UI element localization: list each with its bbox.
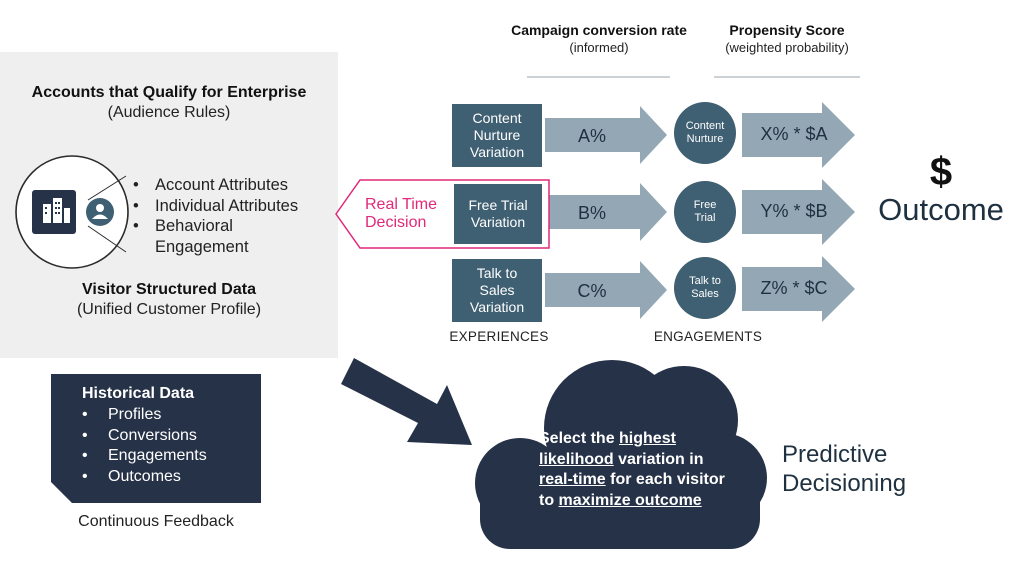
cloud-text: Select the: [539, 430, 620, 447]
user-profile-icon: [86, 198, 114, 226]
engagements-label: ENGAGEMENTS: [653, 329, 763, 344]
enterprise-building-icon: [32, 190, 76, 234]
profile-subtitle: (Unified Customer Profile): [76, 301, 262, 318]
cloud-text: variation in: [613, 450, 704, 468]
real-time-decision-label: Real Time Decision: [365, 196, 437, 232]
cloud-emphasis: likelihood: [539, 450, 614, 468]
engagement-line: Content: [685, 120, 725, 132]
score-arrow-x: [742, 102, 855, 168]
historical-title: Historical Data: [82, 385, 195, 402]
rate-arrow-b: [545, 183, 667, 241]
experience-line: Variation: [470, 214, 526, 230]
experience-free-trial: Free Trial Variation: [454, 184, 542, 244]
propensity-subheader: (weighted probability): [725, 40, 849, 55]
historical-item: Profiles: [82, 405, 252, 426]
engagement-line: Sales: [691, 288, 719, 300]
engagement-content-nurture: Content Nurture: [674, 102, 736, 164]
profile-connector-bottom: [87, 225, 127, 253]
experience-line: Free Trial: [468, 197, 528, 213]
experience-line: Content: [472, 110, 522, 126]
predictive-decisioning-label: Predictive Decisioning: [782, 440, 906, 498]
rate-label-b: B%: [577, 203, 606, 223]
historical-item: Engagements: [82, 446, 252, 467]
attribute-item: Individual Attributes: [133, 196, 333, 217]
conversion-subheader: (informed): [569, 40, 629, 55]
experience-line: Nurture: [473, 127, 521, 143]
engagement-line: Nurture: [686, 133, 724, 145]
historical-item: Outcomes: [82, 467, 252, 488]
historical-list: Profiles Conversions Engagements Outcome…: [82, 405, 252, 487]
engagement-line: Trial: [694, 212, 716, 224]
attribute-list: Account Attributes Individual Attributes…: [133, 175, 333, 257]
engagement-talk-to-sales: Talk to Sales: [674, 257, 736, 319]
experiences-label: EXPERIENCES: [449, 329, 549, 344]
score-label-x: X% * $A: [760, 124, 828, 144]
attribute-item: Behavioral: [133, 216, 333, 237]
experience-talk-to-sales: Talk to Sales Variation: [452, 259, 542, 322]
outcome-label: Outcome: [878, 192, 1004, 227]
score-label-z: Z% * $C: [760, 278, 828, 298]
rate-arrow-c: [545, 261, 667, 319]
engagement-line: Free: [693, 199, 717, 211]
experience-line: Variation: [469, 299, 525, 315]
attribute-item: Account Attributes: [133, 175, 333, 196]
cloud-shape: [475, 360, 767, 549]
propensity-header: Propensity Score: [729, 22, 845, 38]
cloud-message: Select the highest likelihood variation …: [539, 429, 759, 511]
historical-caption: Continuous Feedback: [78, 513, 234, 530]
experience-line: Variation: [469, 144, 525, 160]
profile-title: Visitor Structured Data: [82, 281, 256, 298]
experience-line: Talk to: [476, 265, 518, 281]
predictive-line: Predictive: [782, 441, 888, 468]
cloud-text: for each visitor: [605, 471, 725, 488]
profile-connector-top: [87, 175, 127, 201]
decisioning-line: Decisioning: [782, 470, 907, 497]
dollar-icon: $: [929, 150, 953, 194]
conversion-header: Campaign conversion rate: [511, 22, 687, 38]
engagement-line: Talk to: [689, 275, 721, 287]
rate-label-a: A%: [577, 126, 606, 146]
historical-item: Conversions: [82, 426, 252, 447]
audience-subtitle: (Audience Rules): [107, 104, 231, 121]
cloud-emphasis: real-time: [539, 471, 606, 488]
experience-line: Sales: [479, 282, 515, 298]
audience-title: Accounts that Qualify for Enterprise: [31, 84, 307, 101]
rate-label-c: C%: [577, 281, 607, 301]
cloud-emphasis: maximize outcome: [558, 491, 702, 509]
engagement-free-trial: Free Trial: [674, 181, 736, 243]
score-label-y: Y% * $B: [760, 201, 828, 221]
decision-line: Decision: [365, 214, 427, 231]
score-arrow-z: [742, 256, 855, 322]
experience-content-nurture: Content Nurture Variation: [452, 104, 542, 167]
cloud-emphasis: highest: [619, 430, 676, 447]
real-time-line: Real Time: [365, 196, 438, 213]
feedback-arrow: [341, 358, 472, 445]
attribute-item-text: Engagement: [155, 237, 249, 256]
rate-arrow-a: [545, 106, 667, 164]
cloud-text: to: [539, 491, 559, 509]
score-arrow-y: [742, 179, 855, 245]
attribute-item-continued: Engagement: [133, 237, 333, 258]
